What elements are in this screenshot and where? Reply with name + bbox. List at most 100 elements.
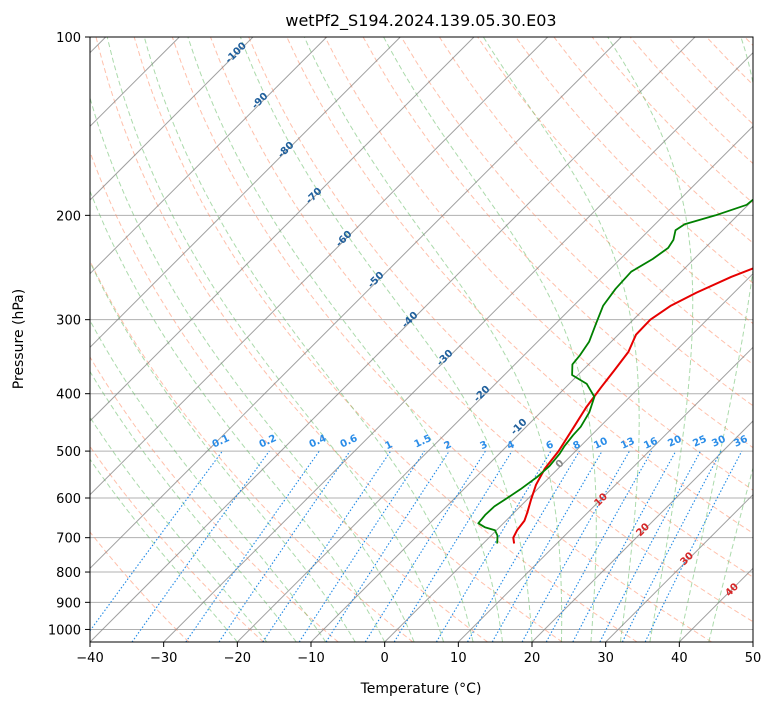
x-tick-label: 0 — [381, 651, 389, 666]
dry-adiabat-line — [0, 37, 338, 642]
mixing-ratio-label: 13 — [619, 436, 636, 452]
y-tick-label: 100 — [56, 31, 81, 46]
x-tick-label: −40 — [76, 651, 103, 666]
isotherm-line — [16, 37, 621, 642]
x-tick-label: −10 — [297, 651, 324, 666]
isotherm-line — [311, 37, 775, 642]
x-tick-label: 30 — [597, 651, 614, 666]
dry-adiabat-line — [363, 37, 775, 642]
y-tick-label: 800 — [56, 566, 81, 581]
isotherm-label: -30 — [435, 348, 456, 369]
mixing-ratio-line — [263, 451, 391, 642]
y-axis-label: Pressure (hPa) — [11, 289, 27, 389]
isotherm-line — [679, 37, 775, 642]
moist-adiabats — [0, 37, 775, 642]
x-tick-label: −20 — [224, 651, 251, 666]
x-axis-label: Temperature (°C) — [360, 681, 482, 697]
x-tick-label: 50 — [745, 651, 762, 666]
isotherm-line — [0, 37, 474, 642]
dry-adiabat-line — [745, 37, 775, 642]
isotherm-line — [0, 37, 400, 642]
isotherm-label: -60 — [334, 229, 355, 250]
mixing-ratio-label: 0.1 — [211, 433, 232, 450]
mixing-ratio-label: 0.6 — [339, 433, 360, 450]
series — [478, 37, 775, 544]
y-tick-label: 500 — [56, 445, 81, 460]
x-tick-label: 40 — [671, 651, 688, 666]
isotherm-label: -90 — [250, 91, 271, 112]
mixing-ratio-lines — [82, 451, 742, 642]
dry-adiabat-label: 40 — [723, 581, 741, 599]
mixing-ratio-line — [219, 451, 350, 642]
isotherm-line — [458, 37, 775, 642]
dry-adiabat-line — [211, 37, 775, 642]
mixing-ratio-label: 2 — [442, 439, 453, 452]
mixing-ratio-label: 6 — [544, 439, 555, 452]
mixing-ratio-line — [326, 451, 449, 642]
mixing-ratio-line — [546, 451, 651, 642]
isotherm-label: -10 — [509, 417, 530, 438]
dewpoint-profile-line — [478, 37, 775, 544]
mixing-ratio-label: 25 — [691, 434, 708, 450]
moist-adiabat-line — [483, 37, 639, 642]
plot-frame — [90, 37, 753, 642]
isotherm-line — [0, 37, 327, 642]
mixing-ratio-label: 3 — [478, 439, 489, 452]
x-axis: −40 −30 −20 −10 0 10 20 30 40 50 — [76, 642, 761, 666]
y-axis: 100 200 300 400 500 600 700 800 900 1000 — [48, 31, 90, 638]
isotherm-line — [0, 37, 253, 642]
moist-adiabat-line — [188, 37, 503, 642]
y-tick-label: 600 — [56, 492, 81, 507]
moist-adiabat-line — [23, 37, 356, 642]
isotherm-line — [90, 37, 695, 642]
dry-adiabat-line — [668, 37, 775, 642]
isotherm-label: -20 — [472, 384, 493, 405]
isotherm-line — [385, 37, 775, 642]
y-tick-label: 200 — [56, 209, 81, 224]
mixing-ratio-line — [132, 451, 269, 642]
isotherm-line — [164, 37, 769, 642]
dry-adiabat-line — [0, 37, 189, 642]
y-tick-label: 900 — [56, 596, 81, 611]
pressure-grid — [90, 37, 753, 629]
dry-adiabat-line — [134, 37, 637, 642]
mixing-ratio-label: 10 — [592, 436, 609, 452]
moist-adiabat-label: 0 — [554, 458, 567, 471]
dry-adiabat-label: 30 — [678, 550, 696, 568]
mixing-ratio-label: 0.4 — [308, 433, 329, 450]
x-tick-label: 10 — [450, 651, 467, 666]
mixing-ratio-label: 36 — [732, 434, 749, 450]
y-tick-label: 1000 — [48, 623, 81, 638]
dry-adiabat-line — [58, 37, 488, 642]
dry-adiabat-line — [707, 37, 775, 642]
x-tick-label: −30 — [150, 651, 177, 666]
moist-adiabat-line — [0, 37, 237, 642]
isotherm-line — [237, 37, 775, 642]
dry-adiabat-line — [592, 37, 775, 642]
mixing-ratio-label: 16 — [642, 436, 659, 452]
x-tick-label: 20 — [524, 651, 541, 666]
mixing-ratio-label: 1.5 — [413, 433, 434, 450]
y-tick-label: 400 — [56, 388, 81, 403]
dry-adiabat-line — [20, 37, 413, 642]
moist-adiabat-line — [304, 37, 561, 642]
moist-adiabat-line — [0, 37, 267, 642]
dry-adiabat-line — [516, 37, 775, 642]
y-tick-label: 300 — [56, 314, 81, 329]
isotherm-label: -80 — [276, 140, 297, 161]
mixing-ratio-line — [82, 451, 223, 642]
mixing-ratio-line — [600, 451, 701, 642]
isotherm-label: -40 — [400, 310, 421, 331]
mixing-ratio-label: 20 — [666, 434, 683, 450]
plot-area — [0, 37, 775, 642]
isotherm-line — [753, 37, 775, 642]
mixing-ratio-line — [394, 451, 512, 642]
chart-title: wetPf2_S194.2024.139.05.30.E03 — [285, 11, 556, 31]
moist-adiabat-line — [240, 37, 532, 642]
dry-adiabat-label: 10 — [592, 491, 610, 509]
mixing-ratio-label: 30 — [710, 434, 727, 450]
isotherm-label: -50 — [366, 270, 387, 291]
mixing-ratio-line — [645, 451, 742, 642]
mixing-ratio-line — [468, 451, 580, 642]
